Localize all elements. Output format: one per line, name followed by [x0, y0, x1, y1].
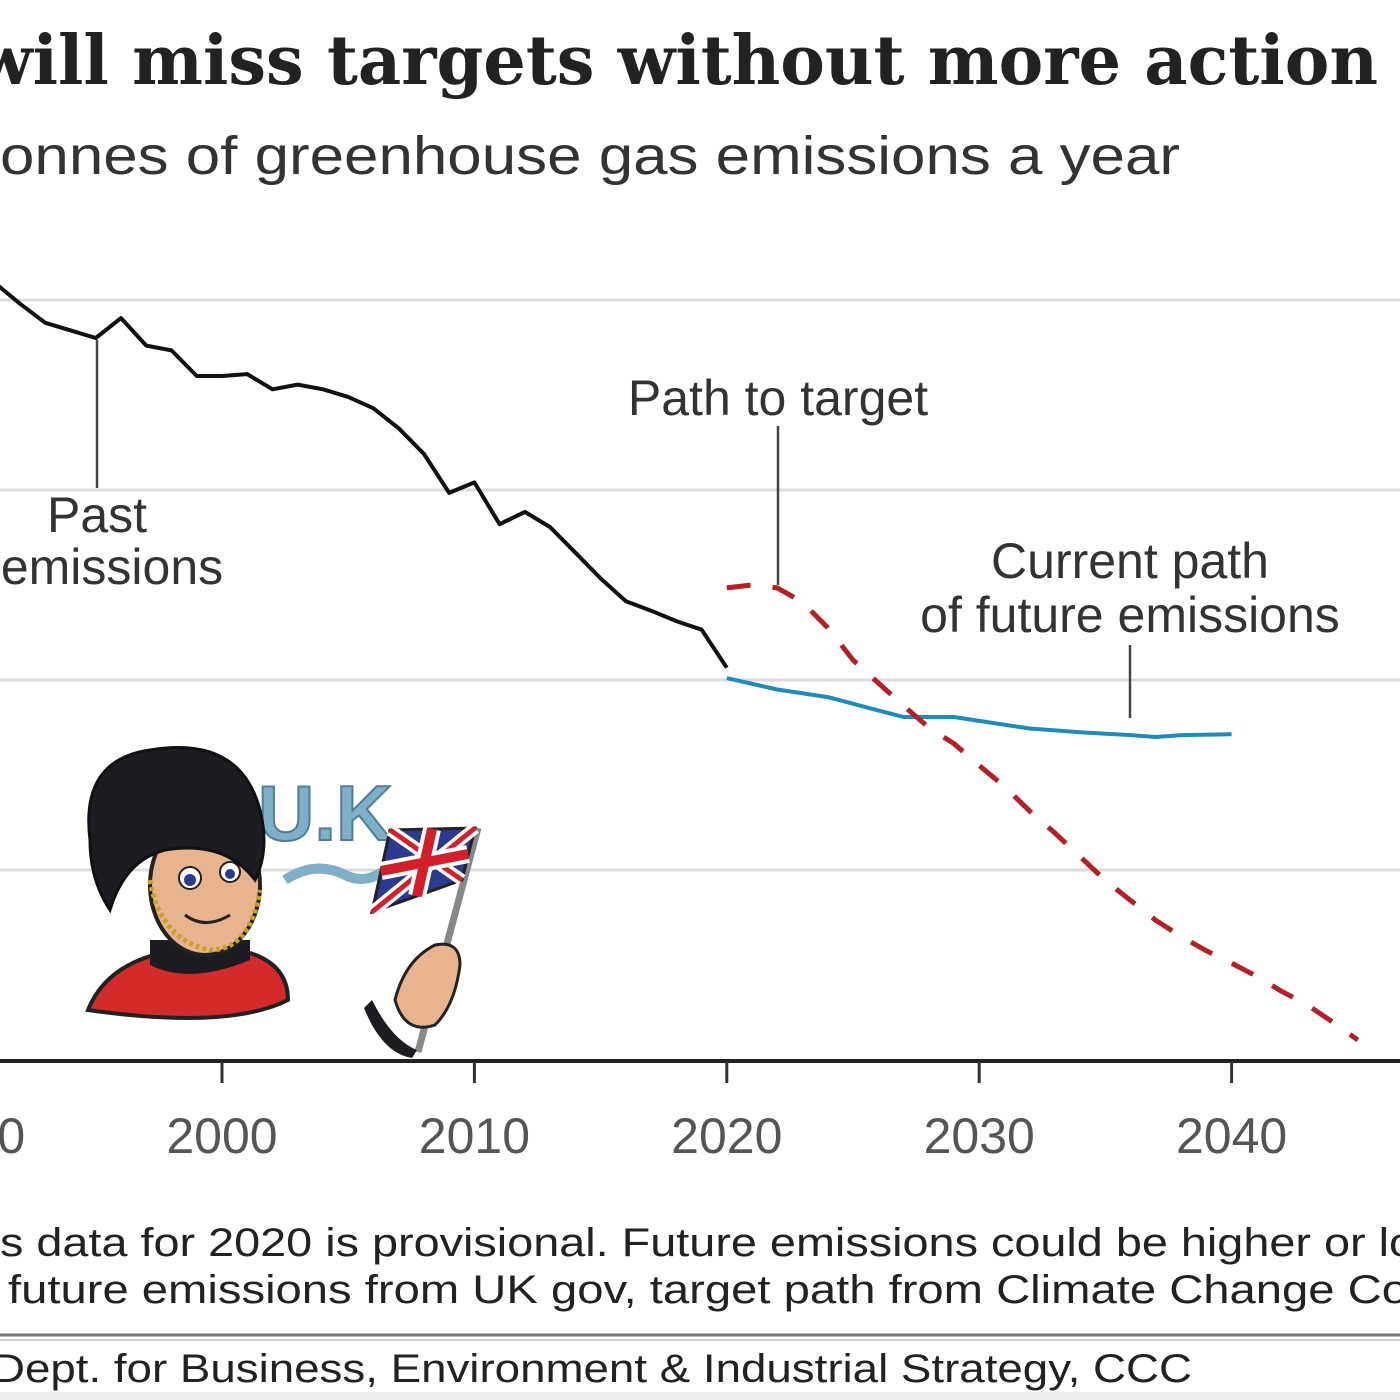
- label-past-line2: emissions: [1, 539, 223, 595]
- footnote-line-1: s data for 2020 is provisional. Future e…: [0, 1221, 1400, 1265]
- red-jacket-icon: [85, 948, 291, 1020]
- chart-title: will miss targets without more action: [0, 21, 1378, 101]
- x-tick-label: 2000: [166, 1108, 277, 1164]
- hand-icon: [393, 942, 462, 1029]
- series-lines: [0, 284, 1360, 1043]
- x-tick-label: 2040: [1176, 1108, 1287, 1164]
- x-tick-label: 2010: [419, 1108, 530, 1164]
- uk-sticker-lettering: U.K: [258, 769, 392, 857]
- label-past-line1: Past: [47, 487, 147, 543]
- label-target: Path to target: [628, 370, 928, 426]
- wind-swoosh-icon: [282, 863, 388, 885]
- x-axis-ticks: 1990 2000 2010 2020 2030 2040: [0, 1062, 1287, 1164]
- x-tick-label: 2020: [671, 1108, 782, 1164]
- chart-subtitle: onnes of greenhouse gas emissions a year: [0, 126, 1180, 186]
- union-jack-flag-icon: [368, 823, 479, 917]
- source-text: Dept. for Business, Environment & Indust…: [0, 1347, 1192, 1391]
- label-current-line2: of future emissions: [920, 587, 1340, 643]
- x-tick-label: 1990: [0, 1108, 25, 1164]
- series-line-past-emissions: [0, 284, 729, 669]
- bearskin-hat-icon: [87, 746, 266, 914]
- guardsman-sticker: U.K: [85, 746, 482, 1058]
- gridlines: [0, 298, 1400, 872]
- label-current-line1: Current path: [991, 533, 1269, 589]
- series-line-current-path-of-future-emissions: [726, 676, 1232, 739]
- series-line-path-to-target: [726, 582, 1360, 1043]
- x-tick-label: 2030: [924, 1108, 1035, 1164]
- footnote-line-2: future emissions from UK gov, target pat…: [8, 1268, 1400, 1312]
